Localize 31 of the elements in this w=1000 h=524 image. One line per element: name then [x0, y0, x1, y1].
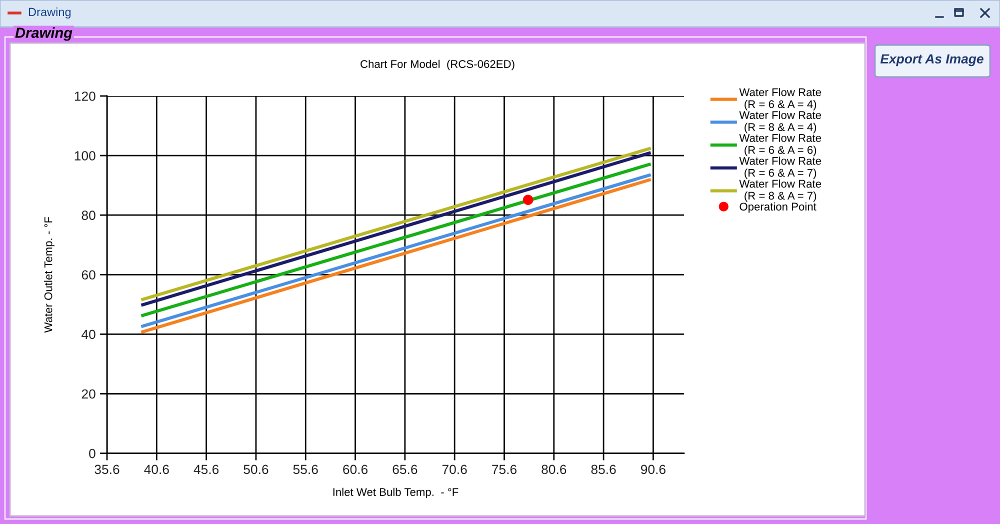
- x-tick-label: 85.6: [591, 464, 616, 474]
- text: Drawing: [28, 8, 71, 18]
- y-tick-label: 40: [82, 330, 96, 340]
- x-tick-label: 80.6: [542, 464, 566, 474]
- x-tick-label: 65.6: [392, 464, 418, 474]
- legend-label: Water Flow Rate (R = 6 & A = 4): [739, 88, 822, 110]
- x-tick-label: 90.6: [640, 464, 666, 474]
- y-tick-label: 120: [74, 92, 96, 101]
- x-tick-label: 45.6: [194, 464, 219, 474]
- legend-label: Water Flow Rate (R = 8 & A = 4): [739, 110, 822, 134]
- x-tick-label: 50.6: [244, 464, 268, 474]
- x-tick-label: 35.6: [94, 464, 120, 474]
- y-tick-label: 80: [82, 210, 96, 220]
- x-tick-label: 60.6: [343, 464, 368, 474]
- legend-label: Water Flow Rate (R = 6 & A = 7): [739, 156, 822, 179]
- legend-label: Operation Point: [740, 202, 816, 213]
- text: Drawing: [15, 27, 72, 41]
- y-tick-label: 20: [82, 389, 96, 399]
- x-tick-label: 70.6: [442, 464, 467, 474]
- x-tick-label: 75.6: [492, 464, 517, 474]
- y-tick-label: 100: [74, 151, 96, 160]
- y-axis-title: Water Outlet Temp. - °F: [44, 216, 54, 333]
- y-tick-label: 60: [82, 270, 96, 280]
- legend-label: Water Flow Rate (R = 8 & A = 7): [739, 180, 822, 202]
- text: Export As Image: [880, 54, 984, 66]
- x-axis-title: Inlet Wet Bulb Temp. - °F: [333, 488, 458, 498]
- x-tick-label: 40.6: [144, 464, 169, 474]
- y-tick-label: 0: [89, 448, 96, 458]
- x-tick-label: 55.6: [293, 464, 318, 474]
- chart-title: Chart For Model (RCS-062ED): [360, 60, 514, 70]
- legend-label: Water Flow Rate (R = 6 & A = 6): [739, 134, 822, 156]
